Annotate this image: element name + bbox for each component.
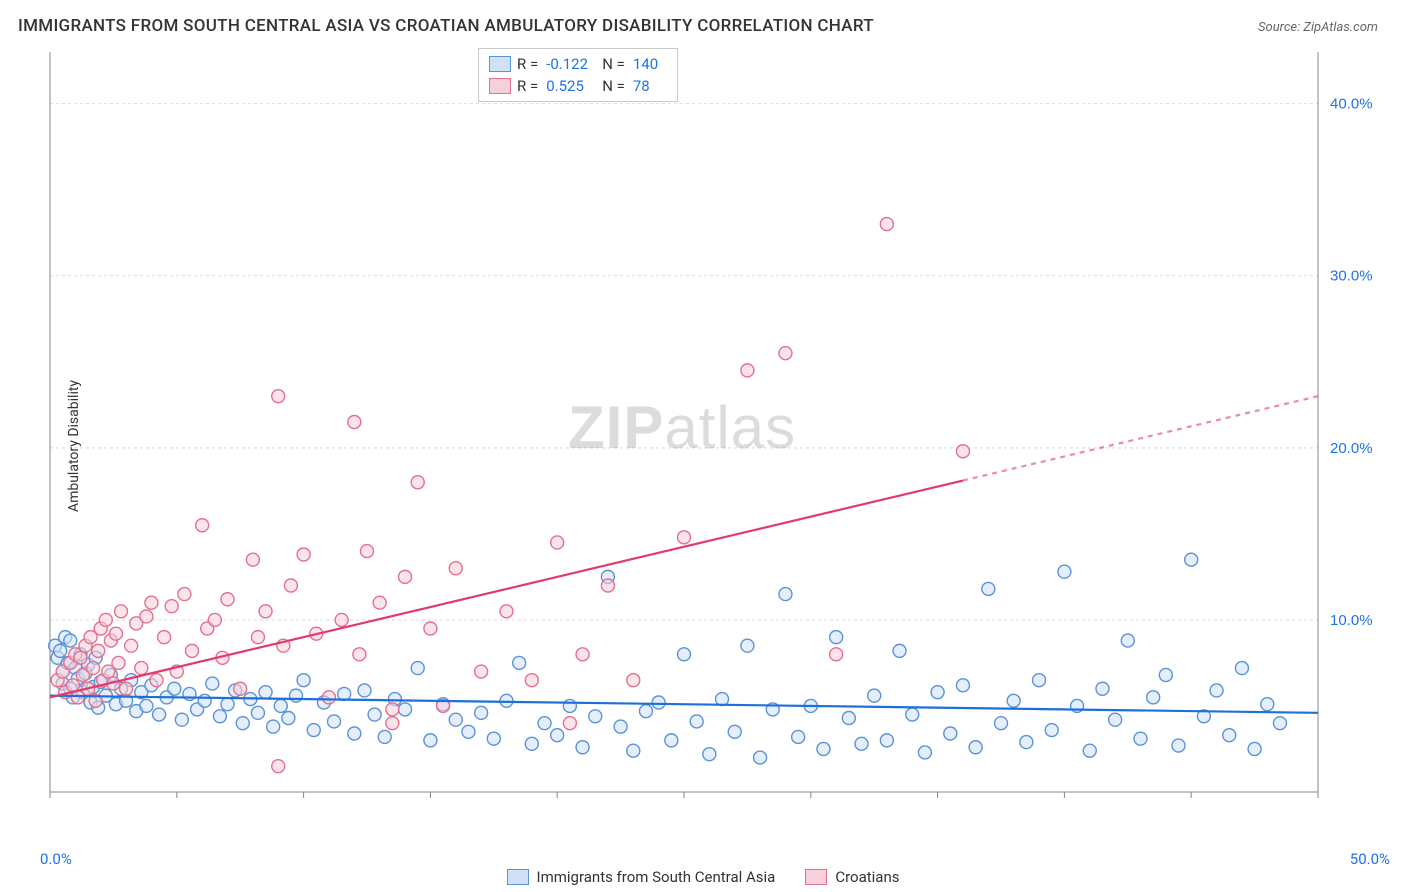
stat-r-value: 0.525 xyxy=(546,77,596,95)
legend-item: Immigrants from South Central Asia xyxy=(507,868,776,886)
plot-area: 10.0%20.0%30.0%40.0% ZIPatlas R = -0.122… xyxy=(48,48,1378,828)
legend-swatch xyxy=(489,56,511,72)
source-credit: Source: ZipAtlas.com xyxy=(1258,20,1378,35)
x-tick-50: 50.0% xyxy=(1350,850,1390,868)
stat-n-value: 140 xyxy=(633,55,667,73)
stat-r-value: -0.122 xyxy=(546,55,596,73)
svg-text:10.0%: 10.0% xyxy=(1330,612,1373,629)
legend-swatch xyxy=(489,78,511,94)
svg-text:40.0%: 40.0% xyxy=(1330,96,1373,113)
stats-legend-row: R = 0.525 N = 78 xyxy=(489,75,667,97)
chart-title: IMMIGRANTS FROM SOUTH CENTRAL ASIA VS CR… xyxy=(18,16,874,36)
legend-swatch xyxy=(507,869,529,885)
legend-label: Croatians xyxy=(835,868,899,886)
scatter-chart: 10.0% 20.0% 30.0% 40.0% xyxy=(48,48,1378,828)
stats-legend: R = -0.122 N = 140 R = 0.525 N = 78 xyxy=(478,48,678,102)
x-tick-0: 0.0% xyxy=(40,850,72,868)
legend-item: Croatians xyxy=(805,868,899,886)
stat-n-value: 78 xyxy=(633,77,667,95)
stats-legend-row: R = -0.122 N = 140 xyxy=(489,53,667,75)
legend-label: Immigrants from South Central Asia xyxy=(537,868,776,886)
svg-text:30.0%: 30.0% xyxy=(1330,268,1373,285)
svg-text:20.0%: 20.0% xyxy=(1330,440,1373,457)
series-legend: Immigrants from South Central Asia Croati… xyxy=(0,868,1406,886)
legend-swatch xyxy=(805,869,827,885)
